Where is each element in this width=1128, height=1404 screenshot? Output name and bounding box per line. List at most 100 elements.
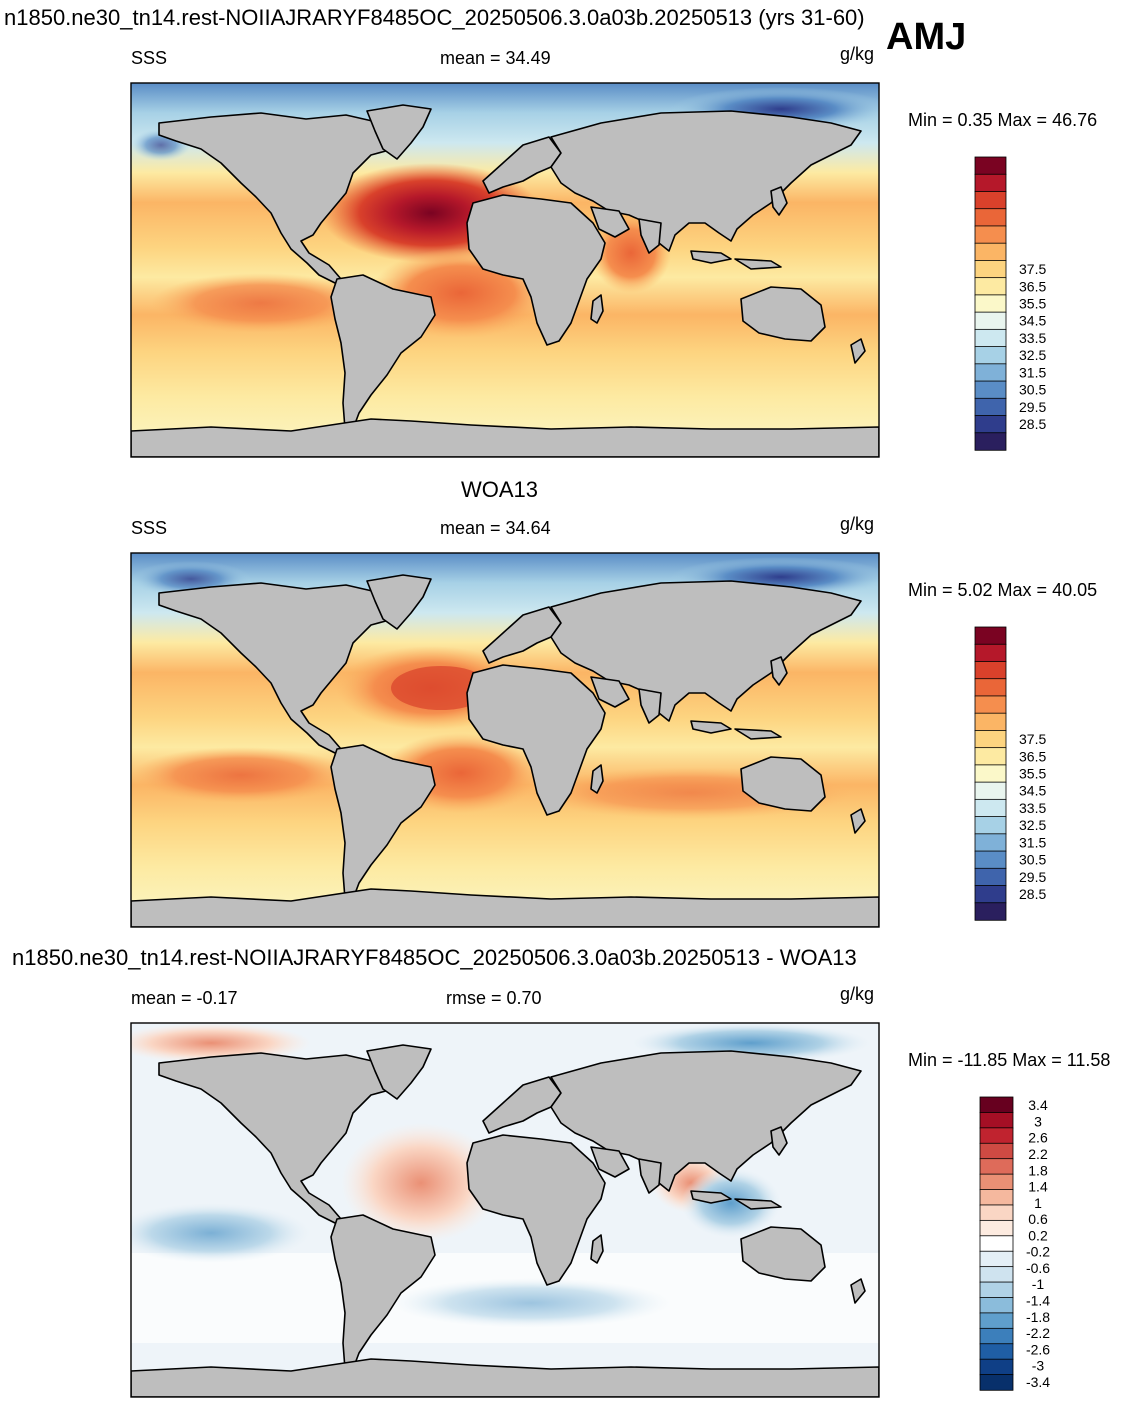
colorbar-tick-label: 2.6 bbox=[1028, 1130, 1048, 1146]
colorbar-swatch bbox=[974, 260, 1007, 279]
colorbar-tick-label: 1.4 bbox=[1028, 1179, 1048, 1195]
colorbar-swatch bbox=[974, 816, 1007, 835]
colorbar-tick-label: 0.6 bbox=[1028, 1211, 1048, 1227]
panel2-title: WOA13 bbox=[461, 477, 539, 502]
colorbar-swatch bbox=[979, 1142, 1014, 1160]
colorbar-tick-label: 37.5 bbox=[1019, 261, 1046, 277]
colorbar-swatch bbox=[974, 798, 1007, 818]
colorbar-swatch bbox=[974, 311, 1007, 331]
colorbar-swatch bbox=[974, 432, 1007, 451]
panel2-units: g/kg bbox=[840, 514, 875, 534]
panel3-mean-label: mean = -0.17 bbox=[131, 988, 238, 1008]
colorbar-swatch bbox=[979, 1112, 1014, 1129]
season-label: AMJ bbox=[886, 16, 967, 58]
colorbar-swatch bbox=[974, 363, 1007, 382]
colorbar-tick-label: 30.5 bbox=[1019, 382, 1046, 398]
colorbar-swatch bbox=[979, 1297, 1014, 1314]
colorbar-swatch bbox=[974, 695, 1007, 714]
panel3-colorbar: 3.432.62.21.81.410.60.2-0.2-0.6-1-1.4-1.… bbox=[979, 1096, 1050, 1391]
panel2-mean-label: mean = 34.64 bbox=[440, 518, 551, 538]
colorbar-tick-label: -2.6 bbox=[1026, 1341, 1050, 1357]
colorbar-tick-label: -0.2 bbox=[1026, 1244, 1050, 1260]
colorbar-tick-label: -1.8 bbox=[1026, 1309, 1050, 1325]
colorbar-swatch bbox=[974, 277, 1007, 296]
colorbar-swatch bbox=[974, 678, 1007, 697]
colorbar-tick-label: -3.4 bbox=[1026, 1374, 1050, 1390]
panel1-minmax: Min = 0.35 Max = 46.76 bbox=[908, 110, 1098, 130]
colorbar-tick-label: 36.5 bbox=[1019, 748, 1046, 764]
colorbar-tick-label: 1 bbox=[1034, 1195, 1042, 1211]
colorbar-tick-label: 32.5 bbox=[1019, 347, 1046, 363]
colorbar-swatch bbox=[974, 208, 1007, 227]
colorbar-swatch bbox=[974, 661, 1007, 680]
colorbar-swatch bbox=[974, 764, 1007, 783]
colorbar-tick-label: 2.2 bbox=[1028, 1146, 1048, 1162]
panel2-minmax: Min = 5.02 Max = 40.05 bbox=[908, 580, 1098, 600]
colorbar-swatch bbox=[979, 1266, 1014, 1283]
colorbar-swatch bbox=[974, 397, 1007, 417]
colorbar-tick-label: 3.4 bbox=[1028, 1097, 1048, 1113]
colorbar-tick-label: 35.5 bbox=[1019, 296, 1046, 312]
colorbar-tick-label: 28.5 bbox=[1019, 886, 1046, 902]
colorbar-swatch bbox=[974, 867, 1007, 887]
colorbar-swatch bbox=[974, 643, 1007, 663]
colorbar-swatch bbox=[974, 747, 1007, 766]
colorbar-swatch bbox=[979, 1204, 1014, 1222]
panel1-mean-label: mean = 34.49 bbox=[440, 48, 551, 68]
colorbar-swatch bbox=[979, 1374, 1014, 1391]
colorbar-swatch bbox=[974, 294, 1007, 313]
colorbar-tick-label: 33.5 bbox=[1019, 800, 1046, 816]
colorbar-tick-label: -0.6 bbox=[1026, 1260, 1050, 1276]
colorbar-swatch bbox=[979, 1343, 1014, 1360]
colorbar-swatch bbox=[974, 415, 1007, 434]
colorbar-tick-label: -3 bbox=[1032, 1358, 1045, 1374]
colorbar-swatch bbox=[974, 346, 1007, 365]
colorbar-swatch bbox=[974, 380, 1007, 399]
colorbar-tick-label: 0.2 bbox=[1028, 1227, 1048, 1243]
colorbar-swatch bbox=[974, 885, 1007, 904]
colorbar-swatch bbox=[974, 156, 1007, 175]
colorbar-tick-label: 33.5 bbox=[1019, 330, 1046, 346]
panel1-units: g/kg bbox=[840, 44, 875, 64]
colorbar-swatch bbox=[974, 730, 1007, 749]
colorbar-tick-label: -2.2 bbox=[1026, 1325, 1050, 1341]
colorbar-tick-label: 29.5 bbox=[1019, 399, 1046, 415]
panel3-map bbox=[130, 1022, 880, 1398]
colorbar-swatch bbox=[974, 626, 1007, 645]
colorbar-tick-label: 28.5 bbox=[1019, 416, 1046, 432]
colorbar-tick-label: 36.5 bbox=[1019, 278, 1046, 294]
panel2-map bbox=[130, 552, 880, 928]
panel1-map bbox=[130, 82, 880, 458]
colorbar-swatch bbox=[979, 1127, 1014, 1144]
colorbar-tick-label: 34.5 bbox=[1019, 313, 1046, 329]
colorbar-swatch bbox=[974, 781, 1007, 801]
colorbar-swatch bbox=[979, 1281, 1014, 1299]
colorbar-tick-label: 1.8 bbox=[1028, 1162, 1048, 1178]
colorbar-swatch bbox=[979, 1250, 1014, 1268]
colorbar-tick-label: -1.4 bbox=[1026, 1293, 1050, 1309]
colorbar-tick-label: 37.5 bbox=[1019, 731, 1046, 747]
colorbar-tick-label: 31.5 bbox=[1019, 364, 1046, 380]
colorbar-swatch bbox=[974, 850, 1007, 869]
colorbar-swatch bbox=[974, 225, 1007, 244]
panel2-colorbar: 28.529.530.5 31.532.533.534.535.5 36.537.5 bbox=[974, 626, 1046, 921]
colorbar-tick-label: 31.5 bbox=[1019, 834, 1046, 850]
colorbar-tick-label: -1 bbox=[1032, 1276, 1045, 1292]
colorbar-swatch bbox=[979, 1219, 1014, 1237]
colorbar-swatch bbox=[974, 191, 1007, 210]
colorbar-swatch bbox=[974, 712, 1007, 732]
panel1-colorbar: 28.529.530.5 31.532.533.534.535.5 36.537.5 bbox=[974, 156, 1046, 451]
colorbar-swatch bbox=[979, 1096, 1014, 1114]
colorbar-tick-label: 3 bbox=[1034, 1113, 1042, 1129]
colorbar-swatch bbox=[974, 173, 1007, 193]
figure-title: n1850.ne30_tn14.rest-NOIIAJRARYF8485OC_2… bbox=[4, 5, 865, 30]
panel3-title: n1850.ne30_tn14.rest-NOIIAJRARYF8485OC_2… bbox=[12, 945, 857, 970]
colorbar-swatch bbox=[979, 1358, 1014, 1376]
panel2-field-label: SSS bbox=[131, 518, 168, 538]
panel3-units: g/kg bbox=[840, 984, 875, 1004]
colorbar-swatch bbox=[974, 328, 1007, 348]
colorbar-swatch bbox=[979, 1173, 1014, 1191]
panel3-rmse-label: rmse = 0.70 bbox=[446, 988, 542, 1008]
colorbar-tick-label: 30.5 bbox=[1019, 852, 1046, 868]
colorbar-tick-label: 35.5 bbox=[1019, 766, 1046, 782]
